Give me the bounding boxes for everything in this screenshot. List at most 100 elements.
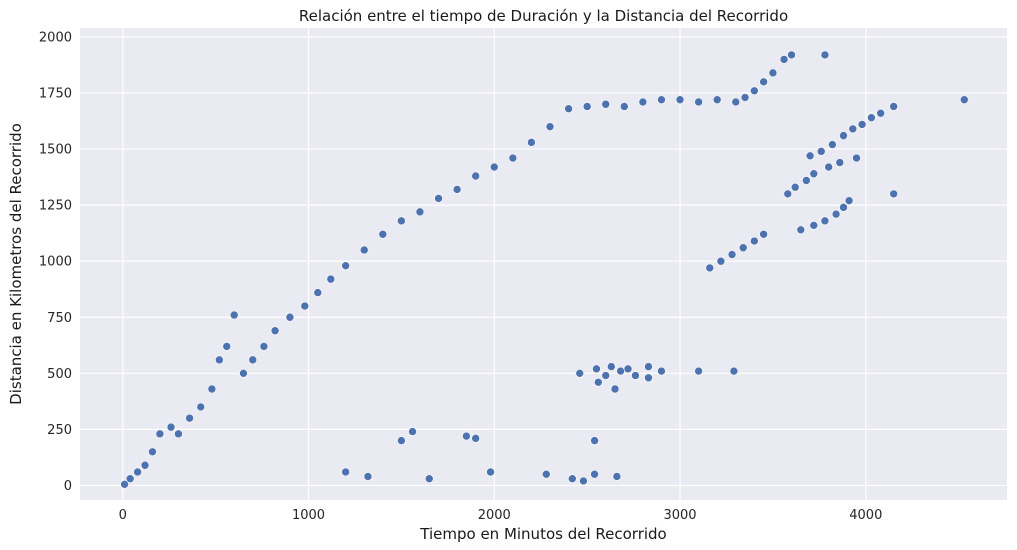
- scatter-point: [545, 122, 555, 131]
- scatter-point: [889, 102, 898, 111]
- scatter-point: [397, 216, 406, 226]
- chart-title: Relación entre el tiempo de Duración y l…: [299, 7, 788, 25]
- scatter-point: [397, 436, 406, 445]
- scatter-point: [750, 236, 759, 246]
- scatter-point: [740, 93, 750, 102]
- scatter-point: [644, 373, 653, 383]
- scatter-point: [259, 342, 269, 351]
- scatter-point: [796, 225, 806, 235]
- scatter-point: [270, 326, 280, 336]
- scatter-point: [222, 342, 232, 351]
- y-axis-label: Distancia en Kilometros del Recorrido: [7, 123, 25, 405]
- scatter-point: [408, 427, 417, 436]
- scatter-point: [607, 362, 616, 371]
- scatter-point: [750, 86, 759, 96]
- scatter-point: [738, 243, 748, 253]
- scatter-point: [620, 102, 629, 111]
- x-tick-label: 1000: [292, 508, 325, 523]
- scatter-point: [590, 469, 599, 479]
- y-tick-label: 1750: [39, 87, 72, 102]
- scatter-point: [729, 366, 739, 376]
- y-tick-label: 500: [47, 367, 72, 382]
- scatter-point: [867, 113, 876, 122]
- scatter-point: [783, 189, 793, 199]
- scatter-point: [594, 377, 603, 387]
- scatter-point: [471, 171, 480, 181]
- y-tick-label: 1000: [39, 255, 72, 270]
- scatter-point: [779, 55, 789, 64]
- scatter-point: [341, 261, 350, 270]
- scatter-point: [705, 263, 715, 273]
- scatter-point: [716, 256, 726, 266]
- x-tick-label: 2000: [478, 508, 511, 523]
- scatter-point: [415, 207, 425, 217]
- scatter-point: [831, 209, 841, 219]
- scatter-point: [363, 472, 373, 481]
- data-points: [120, 50, 969, 489]
- scatter-point: [610, 384, 620, 394]
- scatter-point: [285, 312, 295, 322]
- scatter-point: [341, 467, 350, 477]
- scatter-point: [564, 104, 573, 114]
- scatter-point: [575, 369, 585, 378]
- scatter-point: [452, 185, 462, 194]
- scatter-point: [657, 366, 666, 376]
- scatter-point: [239, 369, 248, 378]
- scatter-point: [592, 364, 601, 374]
- scatter-point: [313, 288, 323, 297]
- scatter-point: [434, 194, 443, 203]
- scatter-point: [527, 138, 536, 147]
- scatter-point: [802, 176, 811, 185]
- scatter-point: [133, 467, 142, 477]
- scatter-point: [248, 355, 258, 365]
- scatter-point: [712, 95, 722, 105]
- scatter-point: [140, 460, 150, 470]
- scatter-point: [462, 431, 471, 441]
- scatter-point: [125, 474, 135, 483]
- scatter-point: [196, 402, 206, 412]
- y-tick-label: 1500: [39, 143, 72, 158]
- scatter-point: [185, 413, 194, 423]
- y-tick-label: 750: [47, 311, 72, 326]
- scatter-point: [424, 474, 434, 483]
- plot-background: [80, 28, 1007, 500]
- scatter-point: [582, 102, 592, 111]
- scatter-point: [824, 162, 833, 172]
- scatter-point: [787, 50, 796, 60]
- scatter-point: [790, 182, 800, 192]
- scatter-point: [638, 97, 648, 107]
- scatter-point: [848, 124, 858, 134]
- scatter-point: [644, 362, 653, 371]
- scatter-point: [675, 95, 685, 105]
- scatter-point: [694, 97, 703, 107]
- scatter-point: [809, 221, 819, 230]
- scatter-point: [835, 158, 845, 167]
- scatter-point: [120, 480, 129, 489]
- scatter-point: [229, 310, 239, 320]
- scatter-point: [959, 95, 969, 105]
- scatter-point: [828, 140, 837, 149]
- scatter-point: [820, 50, 830, 60]
- scatter-point: [166, 422, 176, 432]
- scatter-point: [759, 229, 768, 239]
- scatter-point: [579, 476, 588, 486]
- x-tick-label: 0: [119, 508, 127, 523]
- scatter-point: [590, 436, 599, 445]
- scatter-point: [759, 77, 768, 87]
- scatter-point: [359, 245, 369, 255]
- scatter-point: [731, 97, 741, 107]
- scatter-point: [816, 147, 826, 156]
- scatter-point: [567, 474, 577, 483]
- y-tick-label: 2000: [39, 30, 72, 45]
- scatter-point: [326, 274, 336, 284]
- scatter-point: [541, 469, 551, 479]
- y-tick-label: 1250: [39, 199, 72, 214]
- scatter-point: [631, 371, 640, 380]
- x-axis-label: Tiempo en Minutos del Recorrido: [419, 525, 666, 543]
- scatter-point: [852, 153, 861, 163]
- scatter-point: [174, 429, 183, 439]
- scatter-point: [694, 366, 703, 376]
- scatter-point: [207, 384, 217, 394]
